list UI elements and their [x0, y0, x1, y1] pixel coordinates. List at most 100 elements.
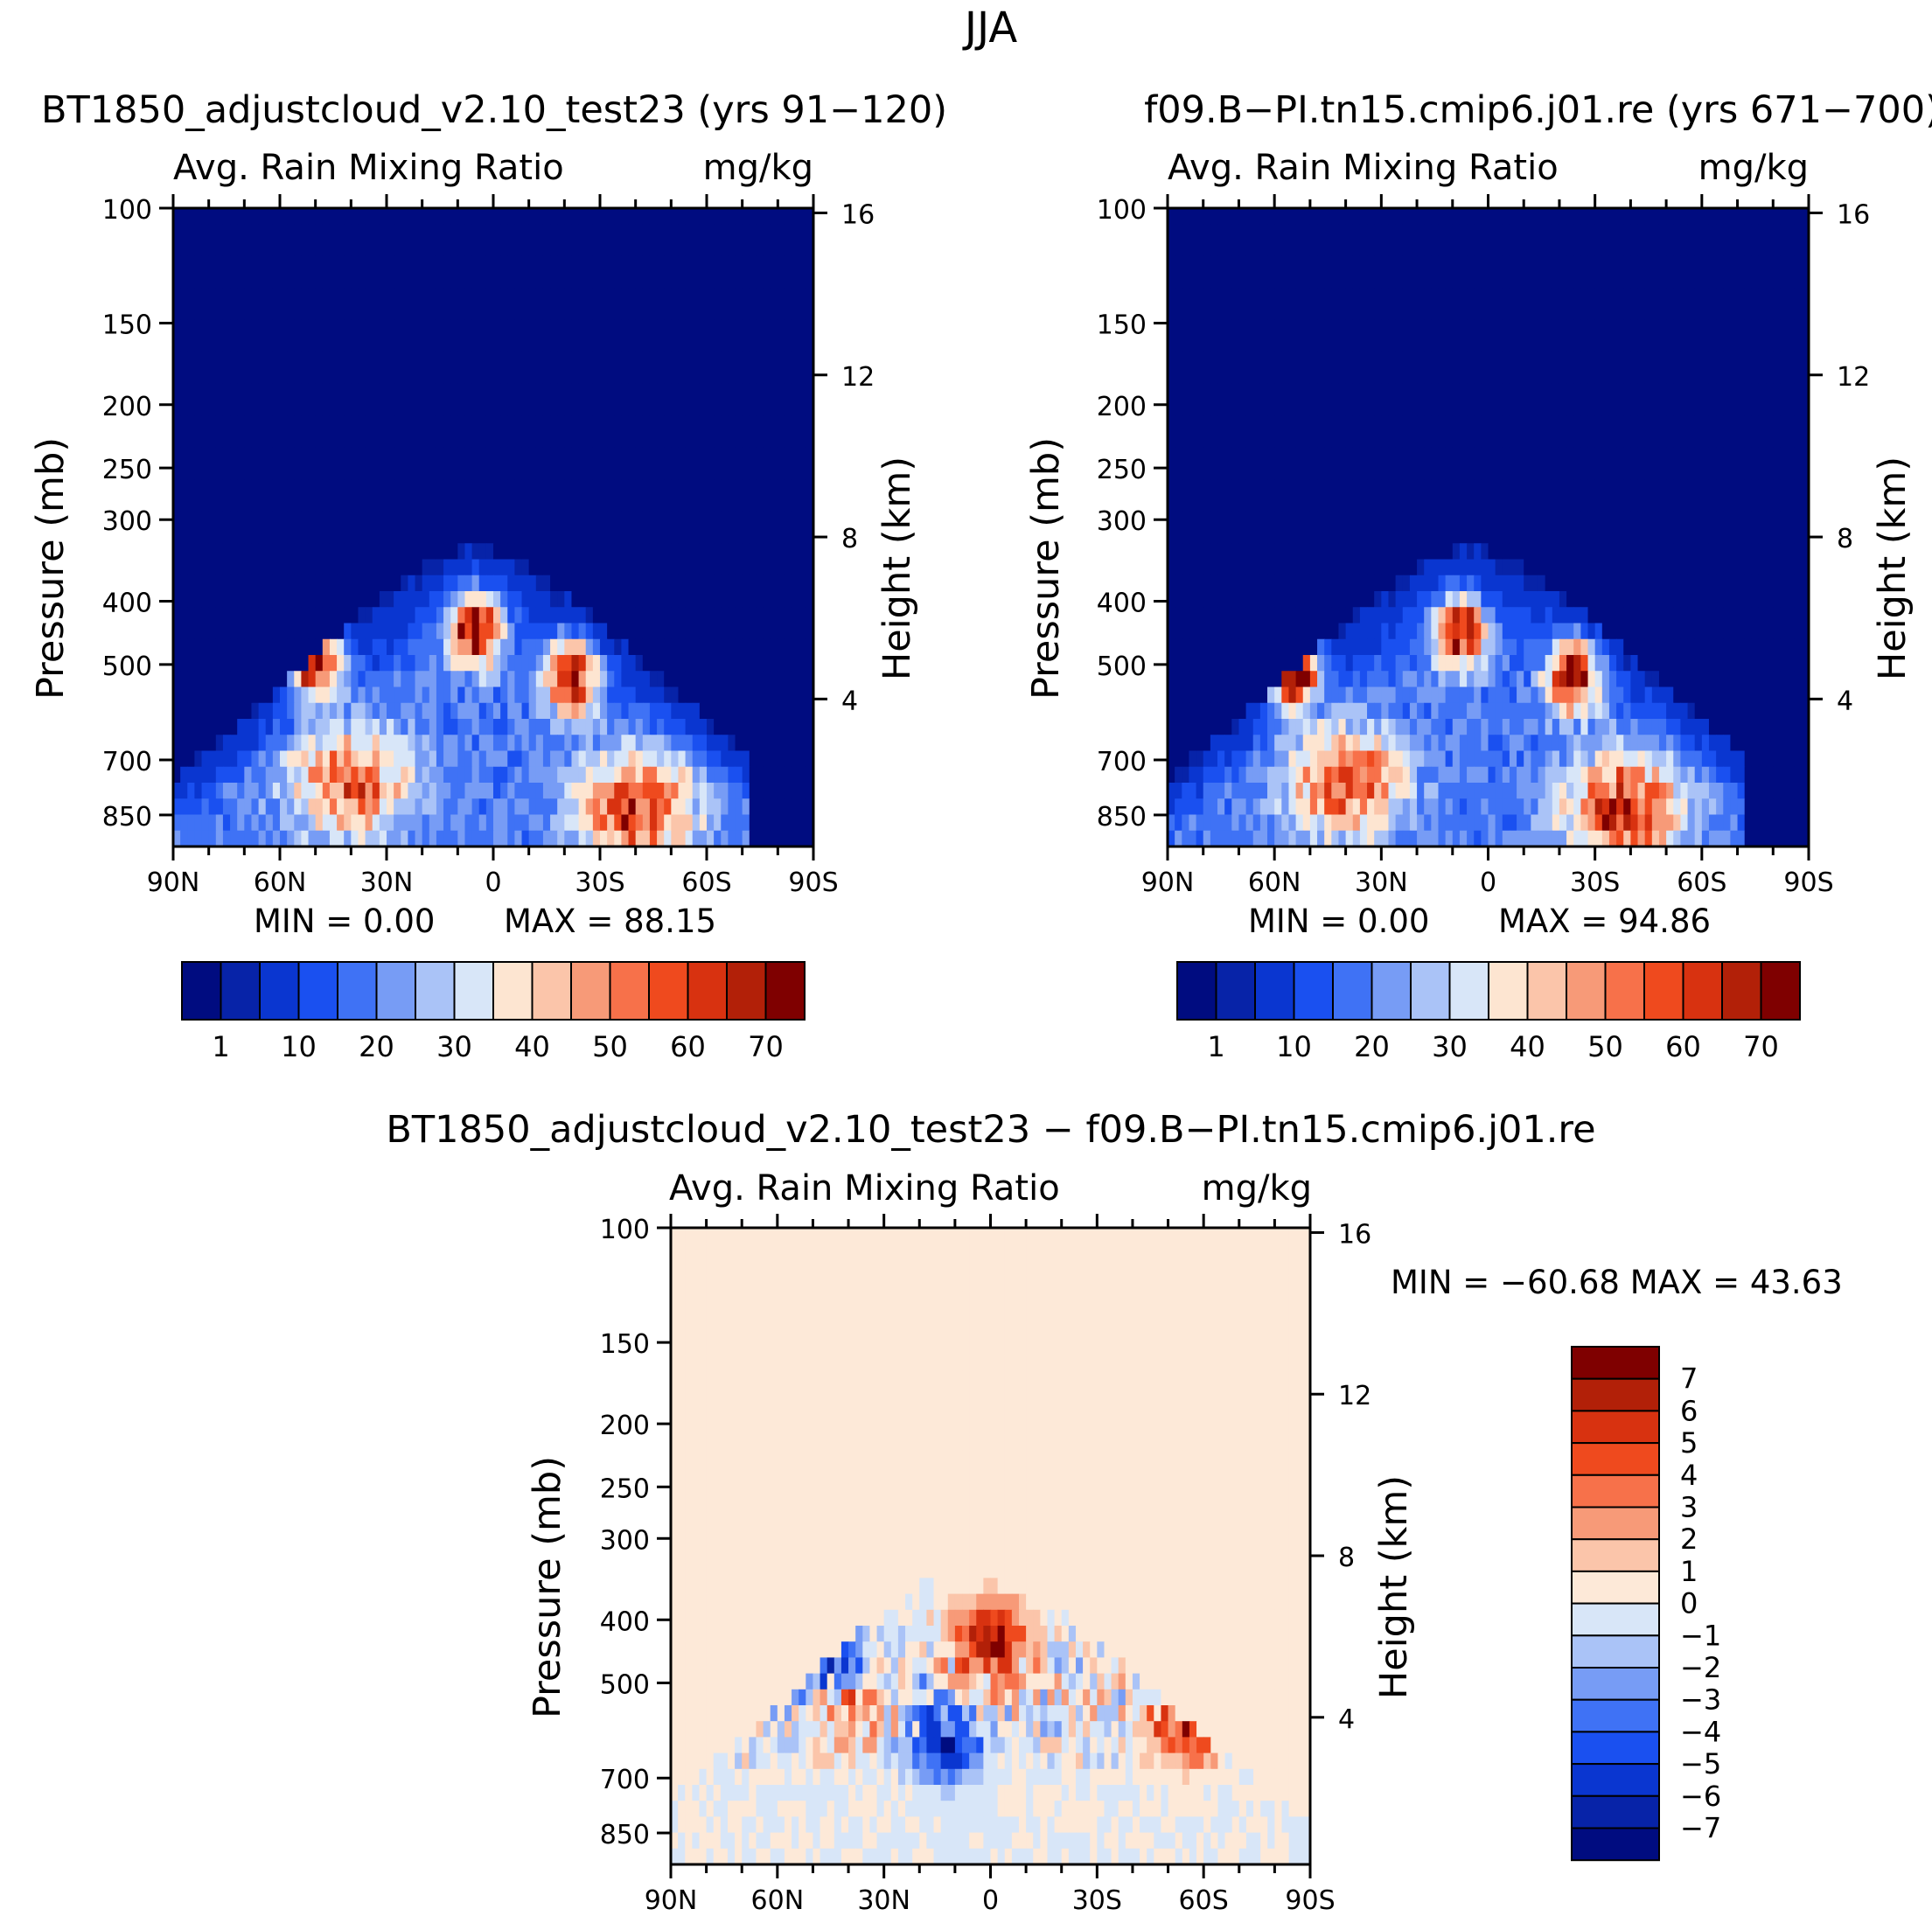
contour-cell: [379, 623, 387, 640]
contour-cell: [756, 559, 764, 576]
contour-cell: [379, 638, 387, 656]
contour-cell: [429, 367, 437, 385]
contour-cell: [1766, 255, 1774, 273]
contour-cell: [358, 623, 366, 640]
contour-cell: [799, 463, 807, 480]
contour-cell: [1730, 383, 1739, 401]
contour-cell: [699, 719, 708, 735]
contour-cell: [1502, 208, 1510, 225]
contour-cell: [778, 479, 786, 497]
contour-cell: [1531, 224, 1539, 241]
contour-cell: [315, 814, 324, 832]
contour-cell: [322, 224, 331, 241]
contour-cell: [578, 559, 587, 576]
contour-cell: [614, 766, 622, 784]
contour-cell: [244, 479, 253, 497]
contour-cell: [251, 559, 260, 576]
contour-cell: [1531, 208, 1539, 225]
contour-cell: [1566, 400, 1574, 416]
contour-cell: [194, 527, 203, 544]
contour-cell: [600, 463, 608, 480]
contour-cell: [635, 830, 644, 847]
contour-cell: [365, 559, 373, 576]
contour-cell: [600, 336, 608, 352]
contour-cell: [301, 814, 310, 832]
contour-cell: [678, 319, 687, 337]
contour-cell: [1196, 240, 1204, 257]
contour-cell: [514, 272, 523, 289]
contour-cell: [294, 495, 302, 512]
contour-cell: [1424, 272, 1432, 289]
contour-cell: [1644, 367, 1653, 385]
contour-cell: [457, 607, 466, 624]
contour-cell: [194, 383, 203, 401]
contour-cell: [308, 288, 317, 305]
contour-cell: [457, 671, 466, 688]
contour-cell: [1651, 240, 1660, 257]
contour-cell: [251, 224, 260, 241]
contour-cell: [1766, 400, 1774, 416]
contour-cell: [1288, 352, 1297, 369]
contour-cell: [287, 798, 295, 816]
contour-cell: [222, 288, 231, 305]
contour-cell: [394, 511, 401, 528]
contour-cell: [485, 814, 494, 832]
contour-cell: [785, 447, 793, 464]
contour-cell: [322, 543, 331, 561]
contour-cell: [614, 575, 622, 592]
contour-cell: [1431, 255, 1440, 273]
contour-cell: [500, 750, 508, 768]
contour-cell: [478, 623, 487, 640]
contour-cell: [764, 830, 771, 847]
contour-cell: [301, 638, 310, 656]
contour-cell: [521, 527, 530, 544]
contour-cell: [287, 415, 295, 433]
contour-cell: [408, 798, 416, 816]
contour-cell: [208, 702, 217, 720]
contour-cell: [542, 575, 551, 592]
contour-cell: [664, 527, 672, 544]
contour-cell: [443, 623, 451, 640]
contour-cell: [756, 208, 764, 225]
contour-cell: [607, 367, 615, 385]
contour-cell: [1538, 255, 1546, 273]
contour-cell: [550, 671, 558, 688]
contour-cell: [557, 591, 565, 608]
contour-cell: [528, 319, 537, 337]
contour-cell: [280, 272, 288, 289]
contour-cell: [635, 240, 644, 257]
contour-cell: [1231, 431, 1240, 449]
contour-cell: [401, 319, 408, 337]
contour-cell: [230, 702, 238, 720]
contour-cell: [1417, 415, 1425, 433]
contour-cell: [1459, 288, 1468, 305]
contour-cell: [322, 638, 331, 656]
contour-cell: [485, 575, 494, 592]
contour-cell: [735, 814, 743, 832]
contour-cell: [685, 479, 694, 497]
contour-cell: [571, 559, 580, 576]
contour-cell: [315, 352, 324, 369]
contour-cell: [507, 655, 515, 672]
contour-cell: [699, 575, 708, 592]
contour-cell: [294, 766, 302, 784]
contour-cell: [1309, 431, 1318, 449]
contour-cell: [1459, 415, 1468, 433]
contour-cell: [628, 783, 637, 799]
contour-cell: [571, 447, 580, 464]
contour-cell: [215, 655, 224, 672]
contour-cell: [1773, 272, 1782, 289]
contour-cell: [1708, 336, 1717, 352]
contour-cell: [621, 591, 630, 608]
contour-cell: [671, 527, 680, 544]
contour-cell: [337, 447, 345, 464]
contour-cell: [173, 575, 181, 592]
contour-cell: [308, 766, 317, 784]
contour-cell: [614, 352, 622, 369]
contour-cell: [1238, 319, 1247, 337]
contour-cell: [208, 798, 217, 816]
contour-cell: [1616, 240, 1624, 257]
contour-cell: [1787, 208, 1796, 225]
contour-cell: [201, 638, 210, 656]
contour-cell: [685, 495, 694, 512]
